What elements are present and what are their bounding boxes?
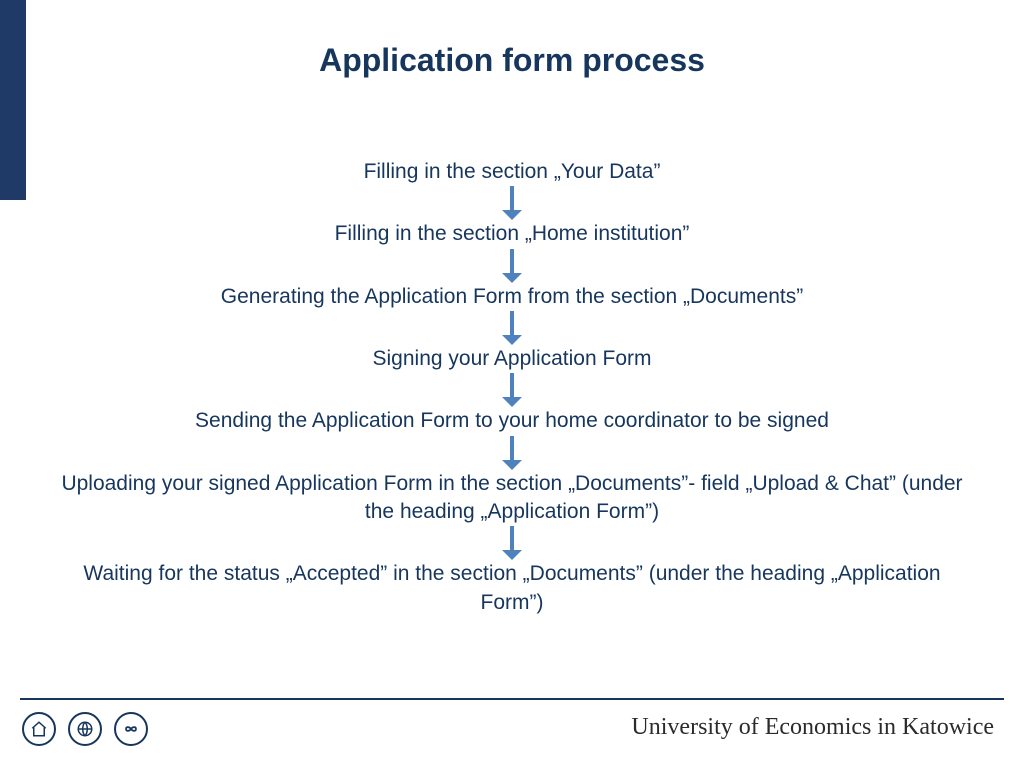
- process-step: Filling in the section „Your Data”: [0, 158, 1024, 186]
- process-step: Signing your Application Form: [0, 345, 1024, 373]
- process-step: Filling in the section „Home institution…: [0, 220, 1024, 248]
- flow-arrow-icon: [502, 436, 522, 470]
- flow-arrow-icon: [502, 249, 522, 283]
- globe-icon: [68, 712, 102, 746]
- process-step: Waiting for the status „Accepted” in the…: [0, 560, 1024, 617]
- footer-icons: [22, 712, 148, 746]
- process-flow: Filling in the section „Your Data” Fillin…: [0, 158, 1024, 617]
- home-icon: [22, 712, 56, 746]
- slide: Application form process Filling in the …: [0, 0, 1024, 768]
- process-step: Generating the Application Form from the…: [0, 283, 1024, 311]
- flow-arrow-icon: [502, 526, 522, 560]
- footer-text: University of Economics in Katowice: [631, 714, 994, 741]
- flow-arrow-icon: [502, 186, 522, 220]
- process-step: Sending the Application Form to your hom…: [0, 407, 1024, 435]
- flow-arrow-icon: [502, 373, 522, 407]
- flow-arrow-icon: [502, 311, 522, 345]
- page-title: Application form process: [0, 42, 1024, 79]
- footer-divider: [20, 698, 1004, 700]
- infinity-icon: [114, 712, 148, 746]
- process-step: Uploading your signed Application Form i…: [0, 470, 1024, 527]
